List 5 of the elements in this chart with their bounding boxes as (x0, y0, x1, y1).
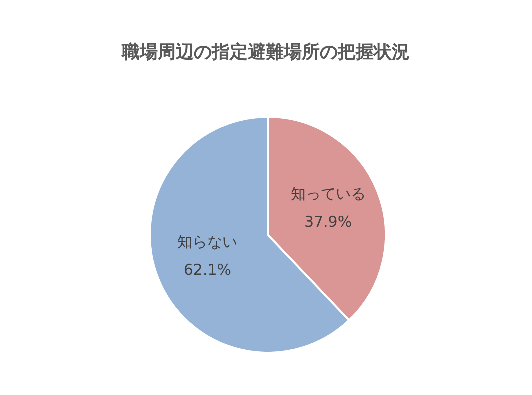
slice-label: 知っている (290, 184, 366, 203)
slice-label: 知らない (178, 233, 238, 252)
data-label: 62.1% (184, 261, 232, 280)
chart-title: 職場周辺の指定避難場所の把握状況 (121, 42, 410, 63)
data-label: 37.9% (304, 212, 352, 231)
